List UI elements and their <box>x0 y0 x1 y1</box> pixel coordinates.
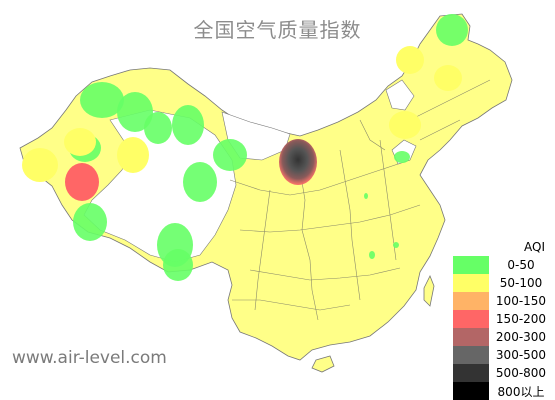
aqi-blob-good <box>369 251 375 259</box>
legend-label: 500-800 <box>495 366 547 380</box>
legend-label: 200-300 <box>495 330 547 344</box>
site-watermark: www.air-level.com <box>12 348 167 368</box>
aqi-blobs <box>22 14 468 281</box>
aqi-blob-moderate <box>434 65 462 91</box>
aqi-blob-good <box>73 203 107 241</box>
aqi-blob-good <box>183 162 217 202</box>
legend-swatch <box>453 256 489 274</box>
legend-item: 200-300 <box>453 328 553 346</box>
aqi-blob-good <box>364 193 368 199</box>
aqi-blob-moderate <box>117 137 149 173</box>
aqi-legend: AQI 0-50 50-100 100-150 150-200 200-300 300-5… <box>453 239 553 400</box>
legend-swatch <box>453 364 489 382</box>
province-borders <box>229 79 491 321</box>
aqi-blob-good <box>117 92 153 132</box>
hainan <box>311 355 335 373</box>
aqi-blob-moderate <box>64 128 96 156</box>
aqi-blob-hazardous <box>279 139 317 185</box>
aqi-blob-unhealthy <box>65 163 99 201</box>
legend-label: 50-100 <box>499 276 543 290</box>
legend-label: 100-150 <box>495 294 547 308</box>
aqi-blob-good <box>163 249 193 281</box>
legend-label: 150-200 <box>495 312 547 326</box>
legend-item: 150-200 <box>453 310 553 328</box>
aqi-blob-good <box>394 151 410 163</box>
legend-item: 300-500 <box>453 346 553 364</box>
legend-rows: 0-50 50-100 100-150 150-200 200-300 300-500 50… <box>453 256 553 400</box>
map-title: 全国空气质量指数 <box>193 18 362 42</box>
aqi-blob-moderate <box>22 148 58 182</box>
legend-label: 300-500 <box>495 348 547 362</box>
legend-swatch <box>453 292 489 310</box>
legend-label: 0-50 <box>507 258 535 272</box>
aqi-blob-good <box>172 105 204 145</box>
legend-item: 500-800 <box>453 364 553 382</box>
legend-item: 100-150 <box>453 292 553 310</box>
legend-swatch <box>453 346 489 364</box>
taiwan <box>423 275 435 307</box>
aqi-blob-good <box>144 112 172 144</box>
legend-swatch <box>453 328 489 346</box>
legend-item: 800以上 <box>453 382 553 400</box>
legend-title: AQI <box>524 240 545 254</box>
legend-swatch <box>453 274 489 292</box>
legend-swatch <box>453 310 489 328</box>
aqi-blob-moderate <box>396 46 424 74</box>
aqi-blob-good <box>436 14 468 46</box>
aqi-blob-good <box>213 139 247 171</box>
legend-item: 0-50 <box>453 256 553 274</box>
aqi-blob-good <box>80 82 124 118</box>
aqi-blob-moderate <box>389 111 421 139</box>
legend-swatch <box>453 382 489 400</box>
legend-item: 50-100 <box>453 274 553 292</box>
aqi-blob-good <box>393 242 399 248</box>
legend-label: 800以上 <box>497 384 545 399</box>
no-data-region-ne <box>385 79 415 111</box>
